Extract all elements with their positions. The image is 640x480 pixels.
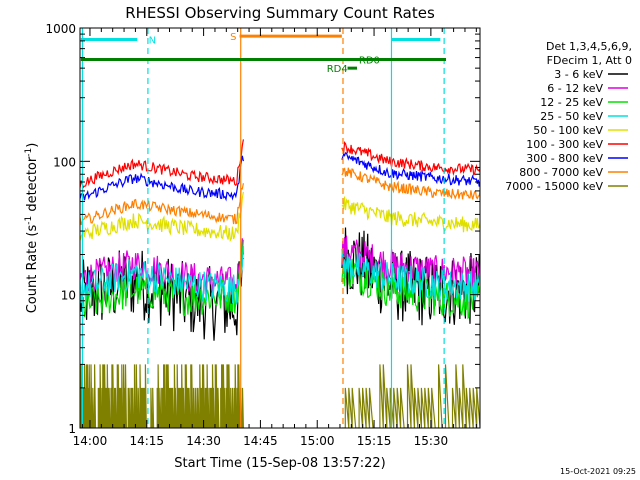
legend-label-4: 50 - 100 keV <box>533 124 603 137</box>
series-line-3-0 <box>80 246 244 305</box>
flag-label-0: N <box>149 35 156 46</box>
legend-label-3: 25 - 50 keV <box>540 110 603 123</box>
y-tick-label: 100 <box>53 155 76 169</box>
series-line-2-0 <box>80 239 244 318</box>
legend-header-0: Det 1,3,4,5,6,9, <box>546 40 632 53</box>
y-tick-label: 1 <box>68 422 76 436</box>
series-line-7-0 <box>80 183 244 225</box>
y-tick-label: 1000 <box>45 22 76 36</box>
series-line-7-1 <box>341 167 480 201</box>
x-tick-label: 15:00 <box>300 434 335 448</box>
legend-header-1: FDecim 1, Att 0 <box>547 54 632 67</box>
y-tick-label: 10 <box>61 289 76 303</box>
series-line-6-0 <box>80 155 244 202</box>
series-line-5-1 <box>341 140 480 177</box>
flag-label-2: S <box>230 32 236 43</box>
flag-label-4: RD4 <box>327 64 348 75</box>
series-line-5-0 <box>80 139 244 189</box>
y-label-main: Count Rate (s <box>25 225 40 314</box>
series-line-8 <box>80 364 480 428</box>
y-axis-label: Count Rate (s-1 detector-1) <box>24 143 40 314</box>
x-tick-label: 14:45 <box>243 434 278 448</box>
footer-date: 15-Oct-2021 09:25 <box>560 467 636 476</box>
y-label-mid: detector <box>25 156 40 216</box>
series-line-3-1 <box>341 249 480 302</box>
legend-label-1: 6 - 12 keV <box>547 82 603 95</box>
x-tick-label: 15:30 <box>414 434 449 448</box>
plot-frame <box>79 27 481 429</box>
x-tick-label: 15:15 <box>357 434 392 448</box>
legend-label-6: 300 - 800 keV <box>526 152 603 165</box>
x-tick-label: 14:00 <box>73 434 108 448</box>
legend-label-0: 3 - 6 keV <box>554 68 603 81</box>
series-line-1-1 <box>341 235 480 289</box>
legend-label-5: 100 - 300 keV <box>526 138 603 151</box>
flag-label-3: RD0 <box>359 56 380 67</box>
legend-label-2: 12 - 25 keV <box>540 96 603 109</box>
x-axis-label: Start Time (15-Sep-08 13:57:22) <box>174 456 385 471</box>
legend-label-8: 7000 - 15000 keV <box>505 180 603 193</box>
y-label-sup1: -1 <box>24 216 34 225</box>
series-line-4-0 <box>80 191 244 243</box>
y-label-sup2: -1 <box>24 148 34 157</box>
chart-title: RHESSI Observing Summary Count Rates <box>125 4 435 22</box>
y-label-end: ) <box>25 143 40 148</box>
x-tick-label: 14:30 <box>186 434 221 448</box>
x-tick-label: 14:15 <box>129 434 164 448</box>
legend-label-7: 800 - 7000 keV <box>519 166 603 179</box>
series-line-4-1 <box>341 196 480 233</box>
series-line-6-1 <box>341 152 480 187</box>
